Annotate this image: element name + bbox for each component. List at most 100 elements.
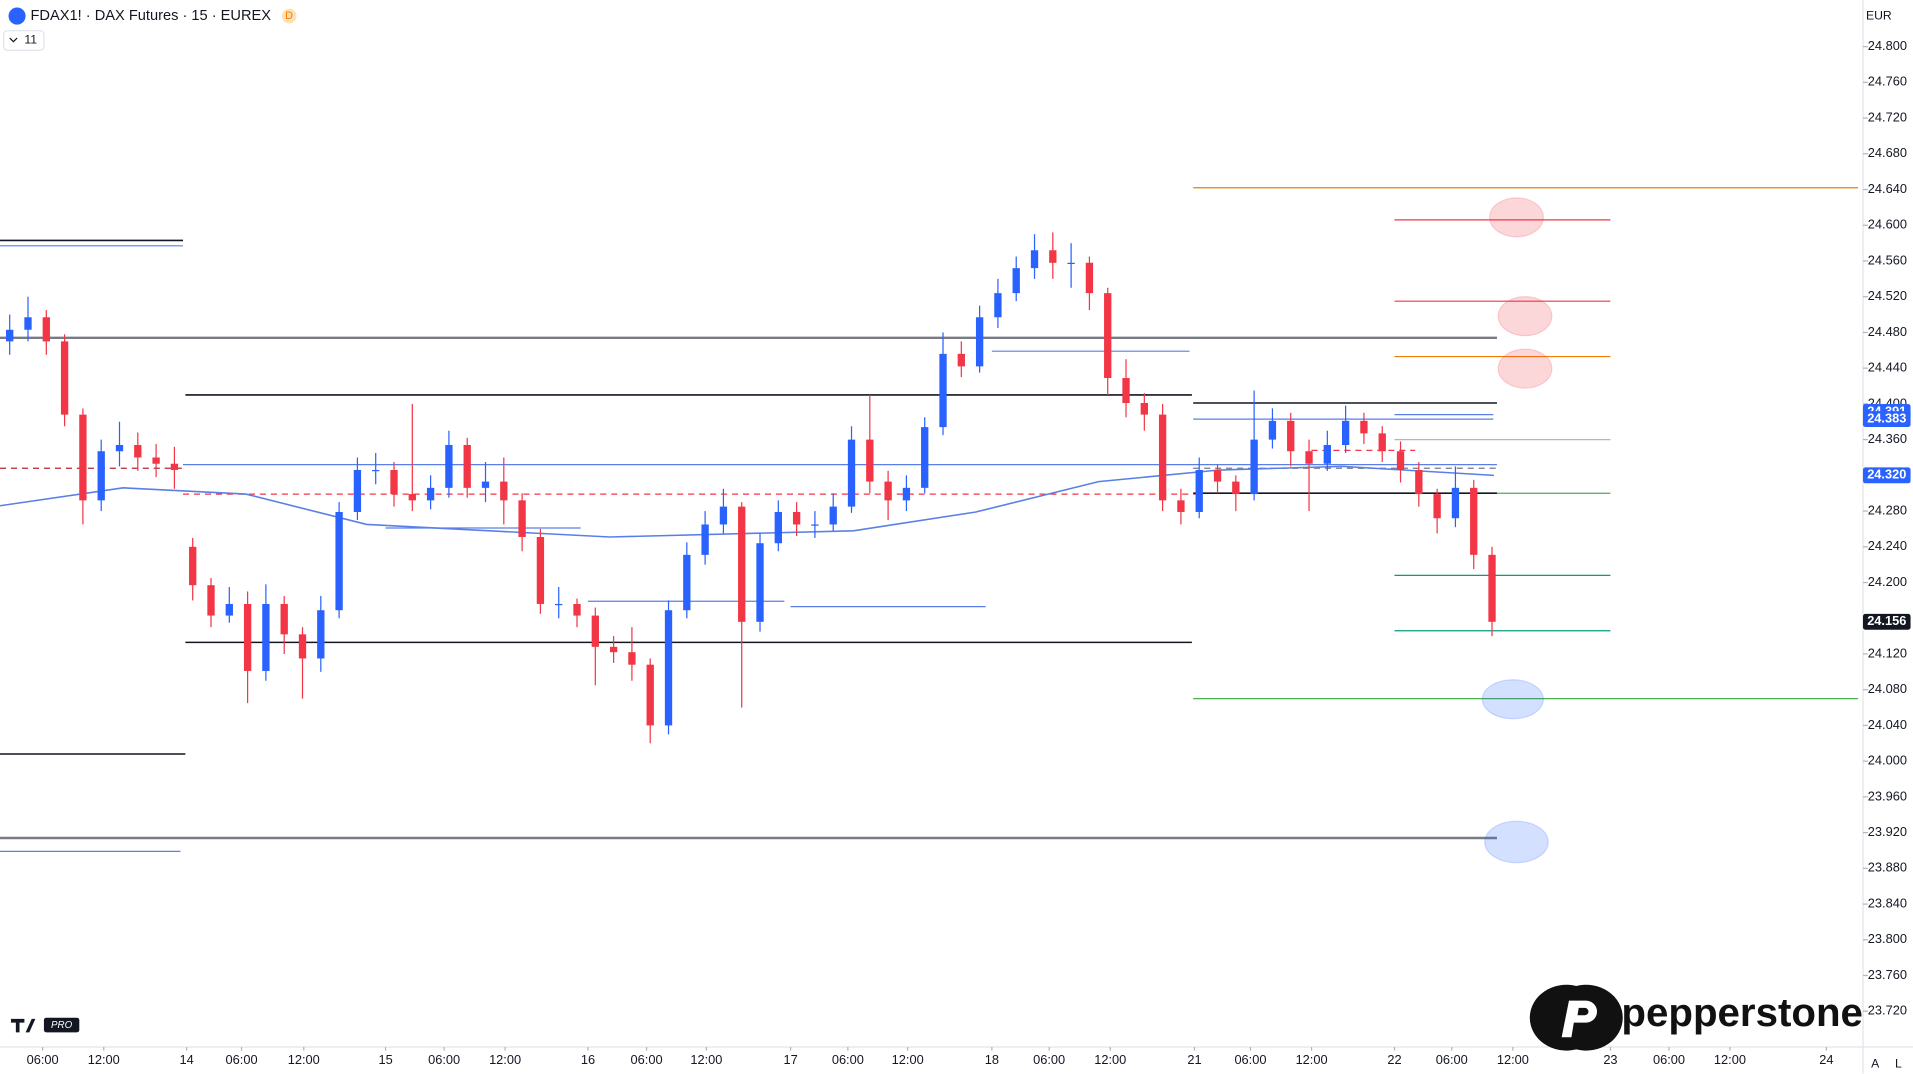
moving-average (0, 465, 1494, 538)
zone-marker (1484, 820, 1549, 864)
chevron-icon (9, 37, 18, 43)
candle (792, 502, 801, 537)
symbol-title[interactable]: FDAX1! · DAX Futures · 15 · EUREX (31, 8, 272, 24)
candle (42, 310, 50, 355)
candle-body (152, 457, 160, 464)
candle (683, 542, 691, 619)
candle-body (573, 603, 581, 616)
y-tick-label: 24.600 (1868, 217, 1907, 232)
brand-logo-mark (1561, 1000, 1598, 1038)
x-tick-label: 24 (1819, 1052, 1833, 1067)
log-scale-button[interactable]: L (1895, 1056, 1902, 1070)
x-tick-label: 21 (1187, 1052, 1201, 1067)
candle (1104, 287, 1112, 395)
zone-marker (1497, 296, 1553, 337)
y-tick-label: 23.840 (1868, 895, 1907, 910)
candle (79, 408, 87, 525)
candle (1451, 466, 1460, 528)
x-tick-label: 06:00 (631, 1052, 663, 1067)
candle (738, 502, 746, 708)
candle-body (994, 293, 1002, 318)
y-tick-label: 24.040 (1868, 717, 1907, 732)
candle (317, 595, 325, 672)
candle-body (500, 481, 508, 501)
candle-body (1433, 494, 1441, 519)
y-tick-label: 23.960 (1868, 788, 1907, 803)
candle (1122, 359, 1130, 418)
candle-body (115, 444, 124, 452)
candle (243, 591, 252, 704)
candle-body (719, 506, 728, 525)
candle-body (774, 511, 782, 544)
x-tick-label: 14 (180, 1052, 194, 1067)
candle-body (1158, 414, 1167, 501)
candle (994, 278, 1002, 328)
y-tick-label: 24.640 (1868, 181, 1907, 196)
x-tick-label: 12:00 (690, 1052, 722, 1067)
candle-body (79, 414, 87, 501)
candle-body (847, 439, 856, 507)
currency-label[interactable]: EUR (1866, 8, 1892, 22)
candle-body (1341, 420, 1350, 445)
candle (628, 627, 636, 681)
candle-body (1451, 487, 1460, 519)
candle-body (902, 487, 911, 501)
candle-body (1360, 420, 1368, 434)
candle-body (536, 536, 545, 604)
y-tick-label: 23.720 (1868, 1003, 1907, 1018)
candle-body (1177, 500, 1185, 512)
candle-body (792, 511, 801, 525)
indicator-count[interactable]: 11 (24, 33, 37, 47)
candle-body (1396, 451, 1405, 470)
candle (170, 446, 179, 489)
candle (1177, 488, 1185, 525)
price-label: 24.320 (1867, 467, 1906, 482)
candle-body (591, 615, 599, 647)
candle (664, 600, 673, 735)
candle (829, 493, 837, 531)
candle-body (975, 317, 984, 367)
x-tick-label: 12:00 (892, 1052, 924, 1067)
candle (1396, 441, 1405, 483)
candle-body (829, 506, 837, 525)
y-tick-label: 23.760 (1868, 967, 1907, 982)
x-tick-label: 12:00 (1497, 1052, 1529, 1067)
candle-body (134, 444, 142, 458)
x-tick-label: 06:00 (27, 1052, 59, 1067)
candle (555, 586, 563, 619)
y-tick-label: 24.000 (1868, 753, 1907, 768)
y-tick-label: 23.880 (1868, 860, 1907, 875)
candle-body (97, 451, 105, 501)
candle (573, 598, 581, 628)
candle (1341, 405, 1350, 454)
candle (1232, 475, 1240, 512)
candle-body (1232, 481, 1240, 495)
candle (609, 636, 618, 663)
candle-body (1470, 487, 1478, 555)
candle (463, 437, 471, 498)
candle (445, 430, 453, 498)
x-tick-label: 06:00 (1436, 1052, 1468, 1067)
candle-body (298, 634, 307, 659)
candle-body (1122, 377, 1130, 404)
x-tick-label: 06:00 (1234, 1052, 1266, 1067)
candle-body (1378, 433, 1386, 452)
candle-body (811, 524, 819, 526)
y-tick-label: 24.120 (1868, 645, 1907, 660)
y-tick-label: 24.360 (1868, 431, 1907, 446)
candle (335, 502, 343, 619)
status-badge: D (285, 10, 293, 22)
candle-body (1104, 293, 1112, 378)
x-tick-label: 12:00 (1296, 1052, 1328, 1067)
x-tick-label: 06:00 (428, 1052, 460, 1067)
x-tick-label: 12:00 (1714, 1052, 1746, 1067)
candle-body (1067, 262, 1075, 264)
candle-body (1049, 250, 1057, 263)
indicator-toggle[interactable] (3, 30, 45, 51)
candle (902, 475, 911, 512)
candle (957, 341, 965, 378)
candle (207, 578, 215, 628)
auto-scale-button[interactable]: A (1871, 1056, 1880, 1070)
candle-body (866, 439, 874, 482)
